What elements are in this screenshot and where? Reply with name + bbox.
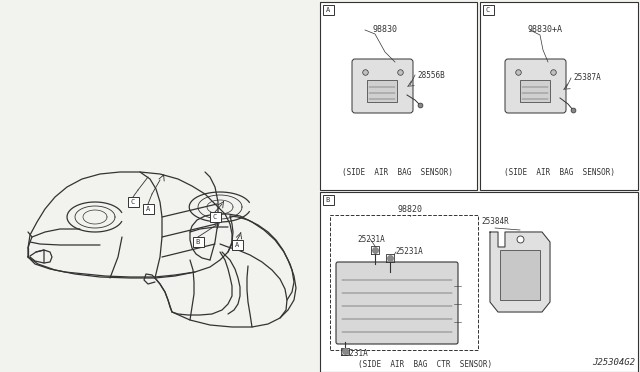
Bar	[127, 197, 138, 207]
Text: 25231A: 25231A	[357, 234, 385, 244]
Bar	[500, 250, 540, 300]
Bar	[520, 80, 550, 102]
Bar	[323, 195, 333, 205]
Bar	[193, 237, 204, 247]
Text: A: A	[146, 206, 150, 212]
Bar	[367, 80, 397, 102]
Bar	[143, 204, 154, 214]
Text: 98820: 98820	[397, 205, 422, 215]
Text: 25384R: 25384R	[481, 218, 509, 227]
Text: (SIDE  AIR  BAG  SENSOR): (SIDE AIR BAG SENSOR)	[504, 167, 614, 176]
Bar	[323, 5, 333, 15]
Text: C: C	[131, 199, 135, 205]
Text: B: B	[196, 239, 200, 245]
FancyBboxPatch shape	[352, 59, 413, 113]
Text: J25304G2: J25304G2	[592, 358, 635, 367]
FancyBboxPatch shape	[505, 59, 566, 113]
Bar	[480, 2, 638, 190]
Text: C: C	[213, 214, 217, 220]
Bar	[483, 5, 493, 15]
Text: (SIDE  AIR  BAG  SENSOR): (SIDE AIR BAG SENSOR)	[342, 167, 454, 176]
Bar	[320, 2, 477, 190]
Text: A: A	[235, 242, 239, 248]
Bar	[320, 192, 638, 372]
Text: 98830: 98830	[372, 26, 397, 35]
Text: 28556B: 28556B	[417, 71, 445, 80]
Text: (SIDE  AIR  BAG  CTR  SENSOR): (SIDE AIR BAG CTR SENSOR)	[358, 359, 492, 369]
Text: 25387A: 25387A	[573, 74, 601, 83]
Bar	[330, 215, 478, 350]
Text: 98830+A: 98830+A	[527, 26, 563, 35]
Text: A: A	[326, 7, 330, 13]
FancyBboxPatch shape	[336, 262, 458, 344]
Text: B: B	[326, 197, 330, 203]
Text: 25231A: 25231A	[340, 350, 368, 359]
Bar	[232, 240, 243, 250]
Text: 25231A: 25231A	[395, 247, 423, 257]
Text: C: C	[486, 7, 490, 13]
Bar	[209, 212, 221, 222]
Polygon shape	[490, 232, 550, 312]
